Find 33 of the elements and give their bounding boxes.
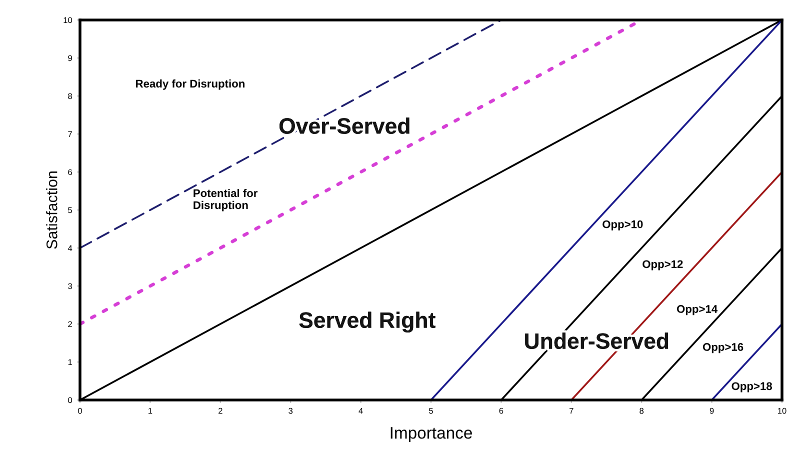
y-tick-label: 10 [64,17,72,24]
annotation: Over-Served [279,118,410,134]
x-tick-label: 6 [499,408,504,414]
y-tick-label: 3 [68,283,72,290]
annotation: Opp>16 [702,343,744,354]
y-tick-label: 2 [68,321,72,328]
x-axis-title: Importance [390,427,472,442]
y-tick-label: 1 [68,359,72,366]
x-tick-label: 7 [570,408,574,414]
x-tick-label: 2 [218,408,222,414]
annotation: Opp>14 [676,305,718,316]
y-tick-label: 5 [68,207,72,214]
x-tick-label: 0 [78,408,82,414]
x-tick-label: 8 [640,408,644,414]
y-tick-label: 8 [68,93,72,100]
x-tick-label: 10 [778,408,786,414]
annotation: Opp>18 [732,382,772,392]
y-tick-label: 9 [68,55,72,62]
y-tick-label: 0 [68,397,72,404]
y-tick-label: 6 [68,169,72,176]
annotation: Served Right [299,312,436,333]
x-tick-label: 1 [148,408,152,414]
y-tick-label: 4 [68,245,72,252]
annotation: Ready for Disruption [136,79,244,90]
x-tick-label: 3 [288,408,293,414]
annotation: Opp>10 [602,220,643,230]
x-tick-label: 5 [429,408,433,414]
x-tick-label: 9 [710,408,714,414]
x-tick-label: 4 [358,408,363,414]
y-tick-label: 7 [68,131,72,138]
annotation: Opp>12 [642,260,683,270]
y-axis-title: Satisfaction [46,172,58,249]
annotation: Potential for Disruption [194,188,258,212]
